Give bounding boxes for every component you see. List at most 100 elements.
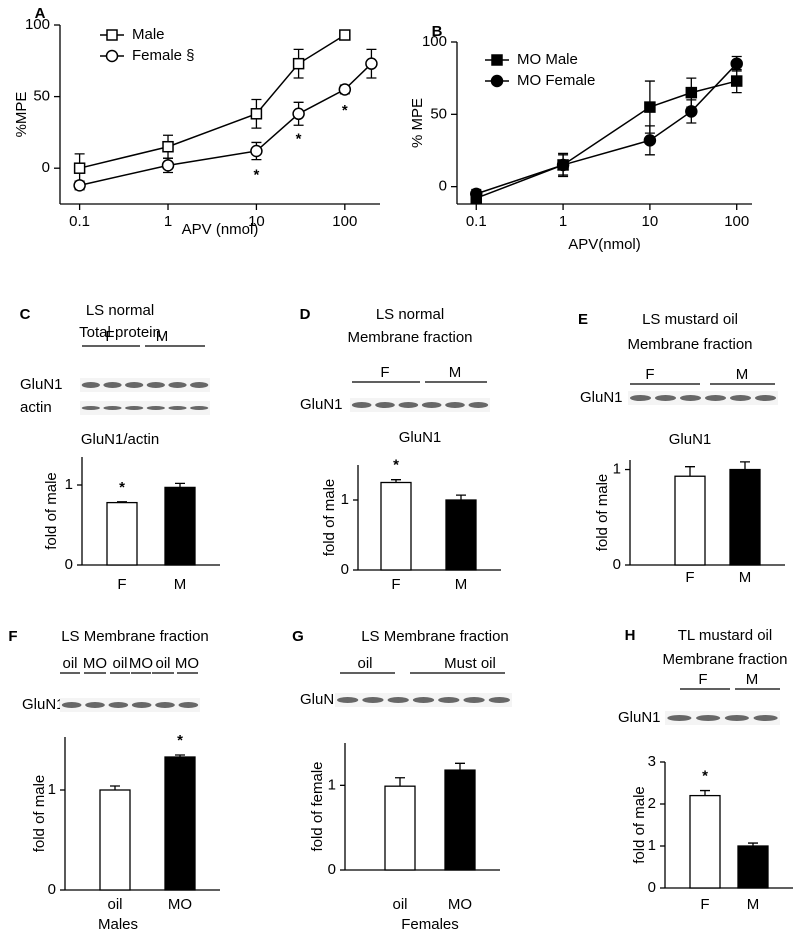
panel-label: H xyxy=(625,627,636,644)
blot-band xyxy=(412,697,435,703)
data-point xyxy=(292,107,305,121)
x-tick-label: 10 xyxy=(642,213,659,230)
y-tick-label: 2 xyxy=(648,795,656,812)
y-tick-label: 3 xyxy=(648,753,656,770)
data-point xyxy=(730,57,743,70)
panel-label: E xyxy=(578,311,588,328)
blot-row-label: GluN1 xyxy=(300,691,343,708)
panel-title: LS mustard oil xyxy=(642,311,738,328)
chart-title: GluN1 xyxy=(399,429,442,446)
y-axis-label: fold of male xyxy=(594,474,611,552)
blot-row-label: GluN1 xyxy=(618,709,661,726)
blot-band xyxy=(421,402,442,408)
x-tick-label: M xyxy=(747,896,760,913)
error-bar xyxy=(395,777,405,787)
panel-title: TL mustard oil xyxy=(678,627,772,644)
significance-mark: * xyxy=(702,768,708,785)
x-tick-label: F xyxy=(391,576,400,593)
panel-title: LS normal xyxy=(376,306,444,323)
data-point xyxy=(292,57,305,70)
panel-label: D xyxy=(300,306,311,323)
error-bar xyxy=(455,762,465,771)
legend-label: Male xyxy=(132,26,165,43)
panel-title: LS normal xyxy=(86,302,154,319)
x-axis-label: Males xyxy=(98,916,138,933)
y-tick-label: 0 xyxy=(439,178,447,195)
blot-band xyxy=(103,382,122,388)
y-axis-label: fold of male xyxy=(631,786,648,864)
error-bar xyxy=(700,789,710,796)
panel-subtitle: Membrane fraction xyxy=(627,336,752,353)
y-tick-label: 0 xyxy=(42,159,50,176)
lane-label: M xyxy=(746,671,759,688)
blot-band xyxy=(155,702,175,708)
x-tick-label: F xyxy=(700,896,709,913)
blot-band xyxy=(190,406,209,410)
error-bar xyxy=(110,785,120,790)
blot-band xyxy=(488,697,510,703)
blot-band xyxy=(108,702,129,708)
lane-label: oil xyxy=(62,655,77,672)
lane-label: MO xyxy=(83,655,107,672)
blot-band xyxy=(85,702,105,708)
data-point xyxy=(161,159,175,172)
blot-band xyxy=(81,406,100,410)
lane-label: MO xyxy=(129,655,153,672)
bar xyxy=(164,486,196,566)
blot-band xyxy=(755,395,776,401)
data-point xyxy=(162,140,174,153)
x-tick-label: MO xyxy=(168,896,192,913)
y-tick-label: 100 xyxy=(422,33,447,50)
blot-band xyxy=(125,382,144,388)
bar xyxy=(445,499,477,571)
lane-label: F xyxy=(698,671,707,688)
y-tick-label: 0 xyxy=(341,561,349,578)
bar xyxy=(164,756,196,891)
legend-label: MO Female xyxy=(517,72,595,89)
x-tick-label: 100 xyxy=(332,213,357,230)
panel-title: LS Membrane fraction xyxy=(361,628,509,645)
x-tick-label: F xyxy=(117,576,126,593)
blot-band xyxy=(387,697,409,703)
panel-label: G xyxy=(292,628,304,645)
blot-strip xyxy=(60,698,200,712)
data-point xyxy=(250,108,263,120)
panel-subtitle: Membrane fraction xyxy=(347,329,472,346)
blot-band xyxy=(146,382,165,388)
legend-marker xyxy=(105,49,119,63)
blot-band xyxy=(81,382,100,388)
lane-label: oil xyxy=(112,655,127,672)
y-tick-label: 0 xyxy=(648,879,656,896)
x-tick-label: F xyxy=(685,569,694,586)
legend-marker xyxy=(491,54,503,66)
chart-title: GluN1/actin xyxy=(81,431,159,448)
panel-title: LS Membrane fraction xyxy=(61,628,209,645)
data-point xyxy=(470,187,483,201)
x-tick-label: 100 xyxy=(724,213,749,230)
blot-band xyxy=(168,382,187,388)
y-axis-label: fold of female xyxy=(309,761,326,851)
bar xyxy=(384,785,416,871)
blot-band xyxy=(696,715,721,721)
blot-row-label: actin xyxy=(20,399,52,416)
error-bar xyxy=(175,482,185,488)
bar xyxy=(444,769,476,871)
x-tick-label: 1 xyxy=(559,213,567,230)
blot-band xyxy=(445,402,465,408)
y-tick-label: 50 xyxy=(430,105,447,122)
x-axis-label: APV(nmol) xyxy=(568,236,641,253)
bar xyxy=(729,468,761,566)
y-tick-label: 1 xyxy=(341,491,349,508)
blot-strip xyxy=(80,378,210,392)
blot-row-label: GluN1 xyxy=(22,696,65,713)
lane-label: Must oil xyxy=(444,655,496,672)
lane-label: F xyxy=(380,364,389,381)
data-point xyxy=(685,105,698,118)
y-axis-label: % MPE xyxy=(409,98,426,148)
legend-marker xyxy=(106,29,118,41)
x-tick-label: 1 xyxy=(164,213,172,230)
blot-band xyxy=(667,715,692,721)
x-tick-label: oil xyxy=(392,896,407,913)
y-tick-label: 0 xyxy=(328,861,336,878)
